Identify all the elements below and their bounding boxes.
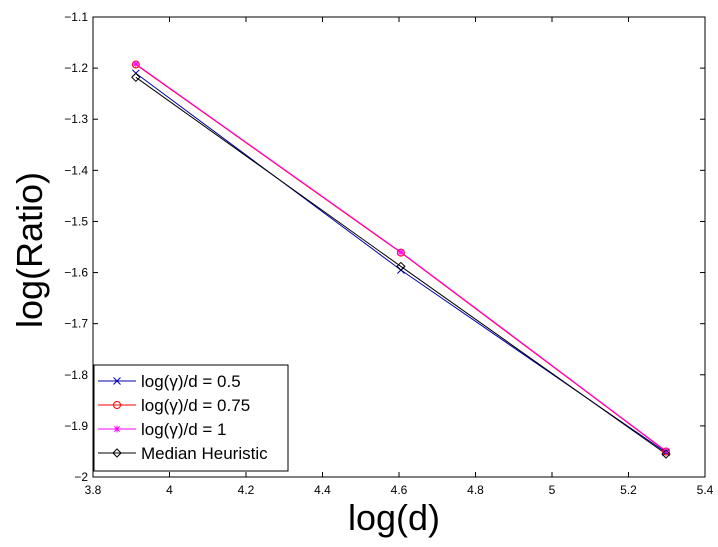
legend-marker [113,425,121,433]
data-point [397,248,405,256]
x-tick-label: 5.2 [620,483,637,497]
data-point [131,72,141,83]
series-markers [131,60,671,459]
data-point [396,261,406,272]
data-point [661,449,671,459]
legend-marker [113,377,121,385]
marker-stroke [114,426,120,432]
y-tick-label: −1.2 [64,61,88,75]
x-tick-label: 5.4 [697,483,714,497]
marker-stroke [663,447,669,454]
y-tick-label: −1.9 [64,419,88,433]
legend-label: log(γ)/d = 1 [141,420,227,439]
y-tick-label: −1.1 [64,10,88,24]
x-tick-label: 4.2 [238,483,255,497]
data-point [132,60,140,68]
marker-stroke [132,61,139,68]
x-tick-label: 4.8 [467,483,484,497]
axis-ticks: 3.8 4 4.2 4.4 4.6 4.8 5 5.2 5.4 −1.1 −1.2 −1.3 −1.4 −… [64,10,713,497]
y-tick-label: −2 [74,470,88,484]
y-tick-label: −1.8 [64,368,88,382]
data-point [662,447,670,455]
y-tick-label: −1.4 [64,163,88,177]
y-tick-label: −1.7 [64,317,88,331]
marker-stroke [113,377,121,385]
y-tick-label: −1.3 [64,112,88,126]
x-tick-label: 4.6 [391,483,408,497]
legend: log(γ)/d = 0.5 log(γ)/d = 0.75 log(γ)/d = … [93,364,289,472]
y-tick-label: −1.5 [64,214,88,228]
x-tick-label: 5 [549,483,556,497]
x-axis-label: log(d) [348,497,440,538]
series-line-4 [135,76,667,455]
x-tick-label: 4.4 [314,483,331,497]
legend-marker [112,448,122,458]
x-tick-label: 3.8 [85,483,102,497]
legend-label: Median Heuristic [141,444,268,463]
y-axis-label: log(Ratio) [9,172,50,328]
legend-marker [113,401,121,409]
legend-label: log(γ)/d = 0.75 [141,396,250,415]
x-tick-label: 4 [166,483,173,497]
legend-label: log(γ)/d = 0.5 [141,372,241,391]
marker-stroke [397,249,404,256]
y-tick-label: −1.6 [64,266,88,280]
